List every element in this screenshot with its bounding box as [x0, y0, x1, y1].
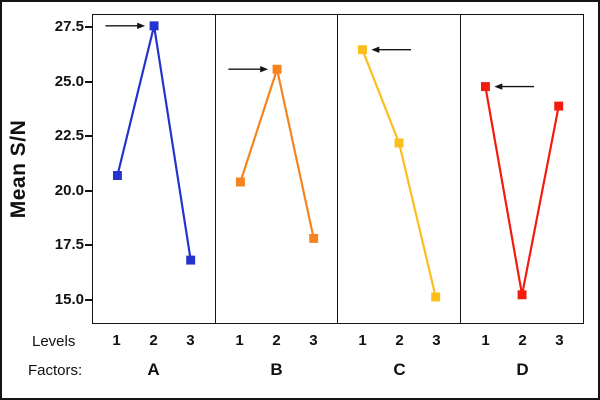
level-tick-label: 3	[186, 332, 195, 349]
marker-b-level-3	[308, 233, 318, 243]
y-tick-mark	[85, 80, 92, 83]
level-tick-label: 3	[432, 332, 441, 349]
best-level-arrow-d	[494, 83, 534, 90]
y-tick-mark	[85, 189, 92, 192]
marker-b-level-1	[235, 177, 245, 187]
panel-plot-d	[480, 82, 564, 300]
levels-axis-row: 1 2 3 1 2 3 1 2 3 1 2 3	[92, 332, 584, 352]
marker-b-level-2	[272, 64, 282, 74]
panel-factor-d	[459, 14, 584, 324]
panel-factor-a	[92, 14, 217, 324]
factors-axis-row: A B C D	[92, 360, 584, 384]
panel-factor-c	[337, 14, 462, 324]
marker-a-level-3	[186, 255, 196, 265]
factors-label: Factors:	[28, 362, 83, 379]
marker-d-level-3	[554, 101, 564, 111]
level-ticks-a: 1 2 3	[92, 332, 215, 352]
level-tick-label: 2	[272, 332, 281, 349]
y-axis-title: Mean S/N	[7, 119, 30, 219]
factor-label-c: C	[393, 360, 406, 379]
best-level-arrow-b	[228, 66, 268, 73]
marker-d-level-1	[480, 82, 490, 92]
marker-a-level-1	[112, 171, 122, 180]
factor-label-d: D	[516, 360, 529, 379]
y-tick-mark	[85, 244, 92, 247]
marker-c-level-2	[394, 138, 404, 148]
level-tick-label: 2	[518, 332, 527, 349]
marker-d-level-2	[517, 290, 527, 300]
series-line-b	[239, 65, 315, 239]
panel-plot-c	[358, 45, 441, 302]
series-line-c	[361, 49, 438, 298]
factor-label-b: B	[270, 360, 283, 379]
y-tick-label: 25.0	[54, 72, 84, 90]
series-line-a	[116, 25, 192, 261]
level-tick-label: 2	[395, 332, 404, 349]
y-tick-mark	[85, 135, 92, 138]
marker-c-level-1	[358, 45, 368, 55]
best-level-arrow-c	[371, 46, 412, 53]
level-tick-label: 2	[149, 332, 158, 349]
level-ticks-b: 1 2 3	[215, 332, 338, 352]
level-tick-label: 1	[235, 332, 244, 349]
level-ticks-d: 1 2 3	[461, 332, 584, 352]
y-tick-label: 20.0	[54, 181, 84, 199]
y-tick-label: 17.5	[54, 236, 84, 254]
factor-label-a: A	[147, 360, 160, 379]
panel-factor-b	[214, 14, 339, 324]
series-line-d	[484, 86, 560, 296]
panel-plot-b	[228, 64, 318, 243]
level-tick-label: 1	[112, 332, 121, 349]
marker-c-level-3	[431, 292, 441, 302]
y-tick-label: 27.5	[54, 18, 84, 36]
level-ticks-c: 1 2 3	[338, 332, 461, 352]
level-tick-label: 1	[358, 332, 367, 349]
marker-a-level-2	[149, 21, 159, 31]
panel-plot-a	[105, 21, 196, 265]
y-tick-label: 22.5	[54, 127, 84, 145]
y-tick-mark	[85, 26, 92, 29]
y-tick-mark	[85, 298, 92, 301]
levels-label: Levels	[32, 333, 76, 350]
y-tick-label: 15.0	[54, 290, 84, 308]
plot-panels	[92, 14, 584, 324]
level-tick-label: 1	[481, 332, 490, 349]
level-tick-label: 3	[555, 332, 564, 349]
level-tick-label: 3	[309, 332, 318, 349]
best-level-arrow-a	[105, 22, 146, 30]
